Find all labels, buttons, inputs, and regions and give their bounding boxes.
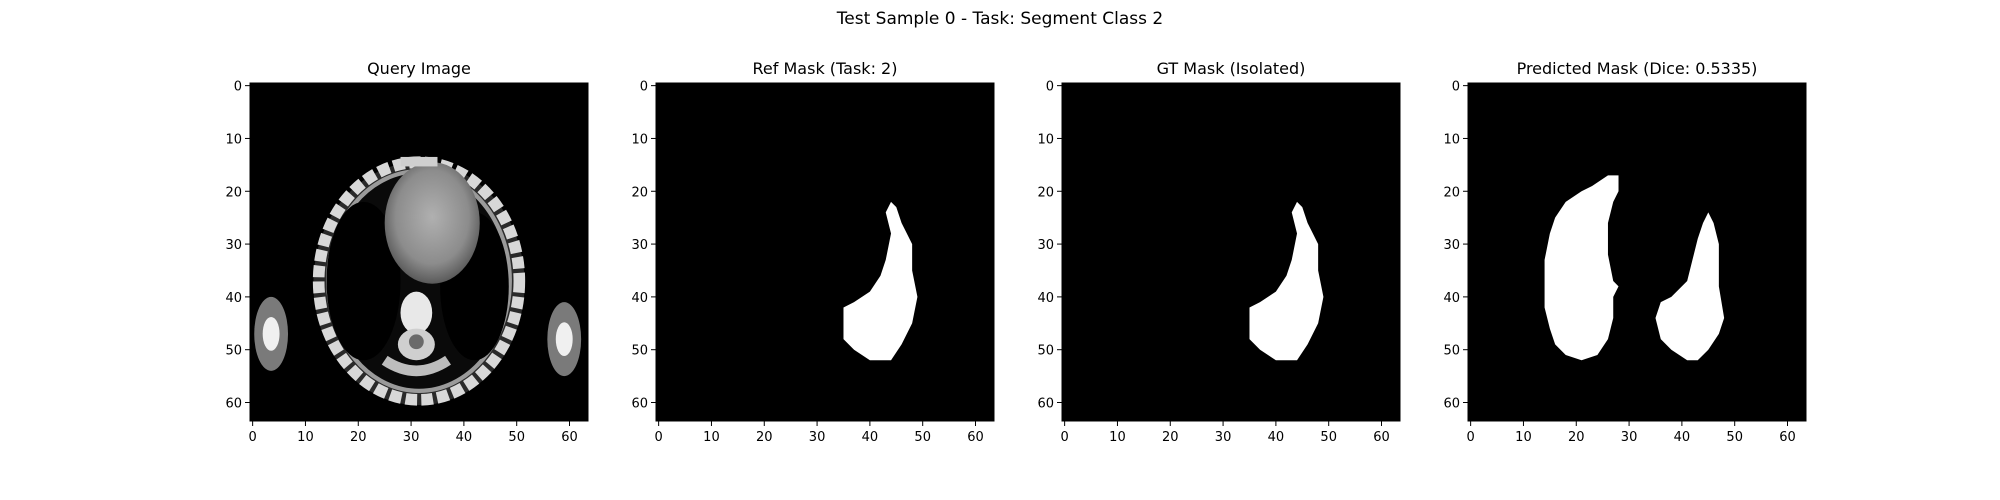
y-tick-label: 0	[1452, 80, 1460, 95]
y-tick-label: 30	[1037, 238, 1054, 253]
panel-3: GT Mask (Isolated) 0 10 20 30 40 50 60 0 10 20 30 40…	[1037, 59, 1401, 445]
x-tick-label: 0	[655, 430, 663, 445]
x-tick-label: 40	[1674, 430, 1691, 445]
sternum	[400, 156, 438, 167]
x-tick-label: 0	[249, 430, 257, 445]
x-tick-label: 0	[1061, 430, 1069, 445]
x-tick-label: 20	[756, 430, 773, 445]
y-tick-label: 0	[234, 80, 242, 95]
y-tick-label: 50	[631, 344, 648, 359]
axes-frame	[1061, 82, 1401, 422]
x-tick-label: 50	[508, 430, 525, 445]
left-arm-bone	[262, 316, 280, 351]
y-tick-label: 40	[225, 291, 242, 306]
y-tick-label: 30	[1443, 238, 1460, 253]
mask-region-right-organ	[843, 201, 918, 361]
y-tick-label: 40	[631, 291, 648, 306]
image-background	[1468, 83, 1806, 421]
y-tick-label: 50	[225, 344, 242, 359]
y-tick-label: 40	[1443, 291, 1460, 306]
image-area	[1062, 83, 1400, 421]
x-tick-label: 60	[967, 430, 984, 445]
panel-2: Ref Mask (Task: 2) 0 10 20 30 40 50 60 0 10 20 30 40…	[631, 59, 995, 445]
y-tick-label: 50	[1037, 344, 1054, 359]
y-tick-label: 10	[1037, 132, 1054, 147]
image-background	[1062, 83, 1400, 421]
y-tick-label: 50	[1443, 344, 1460, 359]
y-tick-label: 60	[631, 397, 648, 412]
y-tick-label: 20	[1443, 185, 1460, 200]
panel-4: Predicted Mask (Dice: 0.5335) 0 10 20 30 40 50…	[1443, 59, 1807, 445]
right-arm-bone	[555, 322, 573, 357]
heart	[384, 162, 480, 284]
x-tick-label: 60	[561, 430, 578, 445]
x-tick-label: 10	[1515, 430, 1532, 445]
x-tick-label: 20	[350, 430, 367, 445]
aorta	[400, 291, 433, 334]
x-tick-label: 30	[1215, 430, 1232, 445]
y-tick-label: 10	[225, 132, 242, 147]
axes-frame	[249, 82, 589, 422]
panel-title: GT Mask (Isolated)	[1157, 59, 1306, 78]
y-tick-label: 60	[1443, 397, 1460, 412]
panel-title: Query Image	[367, 59, 471, 78]
x-tick-label: 30	[403, 430, 420, 445]
panel-title: Predicted Mask (Dice: 0.5335)	[1517, 59, 1758, 78]
mask-region-right-organ	[1655, 212, 1725, 361]
x-tick-label: 50	[914, 430, 931, 445]
y-tick-label: 20	[631, 185, 648, 200]
y-tick-label: 0	[640, 80, 648, 95]
image-area	[656, 83, 994, 421]
axes-frame	[655, 82, 995, 422]
y-tick-label: 60	[225, 397, 242, 412]
x-tick-label: 20	[1568, 430, 1585, 445]
y-tick-label: 0	[1046, 80, 1054, 95]
image-area	[250, 83, 588, 421]
x-tick-label: 60	[1373, 430, 1390, 445]
x-tick-label: 60	[1779, 430, 1796, 445]
y-tick-label: 60	[1037, 397, 1054, 412]
y-tick-label: 40	[1037, 291, 1054, 306]
y-tick-label: 30	[225, 238, 242, 253]
axes-frame	[1467, 82, 1807, 422]
panel-1: Query Image 0 10 20 30 40 50 60 0 10 20 30 40 50 60	[225, 59, 589, 445]
posterior-ribs	[381, 355, 451, 376]
x-tick-label: 30	[809, 430, 826, 445]
x-tick-label: 40	[862, 430, 879, 445]
mask-region-left-organ	[1544, 175, 1619, 361]
image-area	[1468, 83, 1806, 421]
x-tick-label: 10	[703, 430, 720, 445]
x-tick-label: 30	[1621, 430, 1638, 445]
y-tick-label: 20	[225, 185, 242, 200]
y-tick-label: 10	[631, 132, 648, 147]
mask-region-right-organ	[1249, 201, 1324, 361]
y-tick-label: 30	[631, 238, 648, 253]
x-tick-label: 50	[1726, 430, 1743, 445]
figure-suptitle: Test Sample 0 - Task: Segment Class 2	[836, 9, 1163, 29]
image-background	[656, 83, 994, 421]
x-tick-label: 0	[1467, 430, 1475, 445]
x-tick-label: 10	[1109, 430, 1126, 445]
panel-title: Ref Mask (Task: 2)	[753, 59, 898, 78]
x-tick-label: 20	[1162, 430, 1179, 445]
y-tick-label: 10	[1443, 132, 1460, 147]
x-tick-label: 40	[1268, 430, 1285, 445]
spinal-canal	[408, 334, 424, 350]
y-tick-label: 20	[1037, 185, 1054, 200]
x-tick-label: 50	[1320, 430, 1337, 445]
x-tick-label: 40	[456, 430, 473, 445]
x-tick-label: 10	[297, 430, 314, 445]
left-lung	[326, 201, 401, 361]
